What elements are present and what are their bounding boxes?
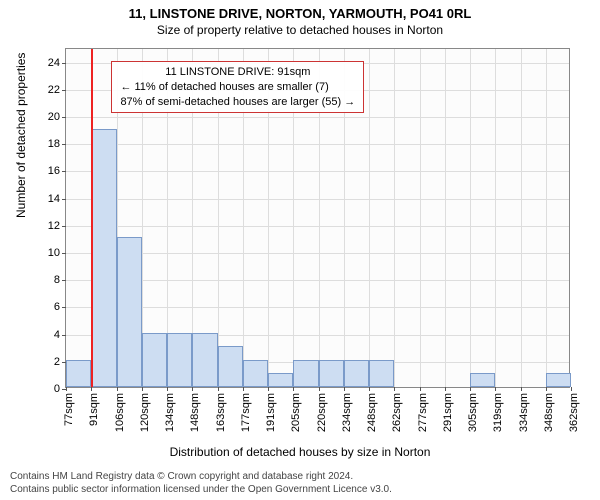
histogram-bar xyxy=(218,346,243,387)
gridline-v xyxy=(521,49,522,387)
xtick-label: 148sqm xyxy=(189,393,201,432)
xtick-label: 334sqm xyxy=(518,393,530,432)
xtick-label: 319sqm xyxy=(492,393,504,432)
histogram-bar xyxy=(167,333,192,387)
histogram-bar xyxy=(344,360,369,387)
xtick-mark xyxy=(319,387,320,391)
xtick-mark xyxy=(243,387,244,391)
xtick-label: 277sqm xyxy=(417,393,429,432)
xtick-label: 177sqm xyxy=(240,393,252,432)
xtick-label: 234sqm xyxy=(341,393,353,432)
gridline-v xyxy=(394,49,395,387)
gridline-v xyxy=(369,49,370,387)
histogram-bar xyxy=(66,360,91,387)
attribution-line1: Contains HM Land Registry data © Crown c… xyxy=(10,471,392,484)
xtick-label: 163sqm xyxy=(215,393,227,432)
xtick-mark xyxy=(293,387,294,391)
xtick-mark xyxy=(470,387,471,391)
xtick-mark xyxy=(420,387,421,391)
xtick-mark xyxy=(445,387,446,391)
ytick-label: 2 xyxy=(54,356,66,368)
ytick-label: 24 xyxy=(48,57,66,69)
ytick-label: 8 xyxy=(54,274,66,286)
title-main: 11, LINSTONE DRIVE, NORTON, YARMOUTH, PO… xyxy=(0,0,600,21)
xtick-label: 120sqm xyxy=(139,393,151,432)
xtick-mark xyxy=(521,387,522,391)
title-sub: Size of property relative to detached ho… xyxy=(0,21,600,41)
chart-container: 02468101214161820222477sqm91sqm106sqm120… xyxy=(65,48,570,388)
xtick-label: 205sqm xyxy=(290,393,302,432)
info-box-line3: 87% of semi-detached houses are larger (… xyxy=(120,95,355,110)
xtick-mark xyxy=(91,387,92,391)
ytick-label: 18 xyxy=(48,138,66,150)
xtick-label: 106sqm xyxy=(114,393,126,432)
histogram-bar xyxy=(192,333,217,387)
y-axis-label: Number of detached properties xyxy=(14,53,28,218)
gridline-v xyxy=(546,49,547,387)
xtick-label: 134sqm xyxy=(164,393,176,432)
xtick-label: 262sqm xyxy=(391,393,403,432)
histogram-bar xyxy=(91,129,116,387)
info-box: 11 LINSTONE DRIVE: 91sqm← 11% of detache… xyxy=(111,61,364,114)
histogram-bar xyxy=(293,360,318,387)
xtick-mark xyxy=(571,387,572,391)
histogram-bar xyxy=(319,360,344,387)
ytick-label: 22 xyxy=(48,84,66,96)
xtick-mark xyxy=(369,387,370,391)
xtick-label: 305sqm xyxy=(467,393,479,432)
xtick-label: 220sqm xyxy=(316,393,328,432)
ytick-label: 6 xyxy=(54,301,66,313)
ytick-label: 10 xyxy=(48,247,66,259)
histogram-bar xyxy=(243,360,268,387)
xtick-label: 91sqm xyxy=(88,393,100,426)
xtick-label: 77sqm xyxy=(63,393,75,426)
xtick-mark xyxy=(344,387,345,391)
xtick-mark xyxy=(268,387,269,391)
xtick-mark xyxy=(117,387,118,391)
histogram-bar xyxy=(117,237,142,387)
xtick-label: 362sqm xyxy=(568,393,580,432)
x-axis-label: Distribution of detached houses by size … xyxy=(0,445,600,459)
ytick-label: 4 xyxy=(54,329,66,341)
ytick-label: 16 xyxy=(48,165,66,177)
histogram-bar xyxy=(470,373,495,387)
histogram-bar xyxy=(268,373,293,387)
xtick-label: 248sqm xyxy=(366,393,378,432)
gridline-v xyxy=(470,49,471,387)
gridline-v xyxy=(445,49,446,387)
xtick-label: 348sqm xyxy=(543,393,555,432)
xtick-mark xyxy=(167,387,168,391)
ytick-label: 12 xyxy=(48,220,66,232)
attribution: Contains HM Land Registry data © Crown c… xyxy=(10,471,392,496)
xtick-label: 191sqm xyxy=(265,393,277,432)
xtick-mark xyxy=(546,387,547,391)
gridline-v xyxy=(420,49,421,387)
info-box-line2: ← 11% of detached houses are smaller (7) xyxy=(120,80,355,95)
histogram-bar xyxy=(546,373,571,387)
xtick-mark xyxy=(192,387,193,391)
plot-area: 02468101214161820222477sqm91sqm106sqm120… xyxy=(65,48,570,388)
property-marker-line xyxy=(91,49,93,387)
ytick-label: 14 xyxy=(48,193,66,205)
xtick-mark xyxy=(495,387,496,391)
xtick-mark xyxy=(142,387,143,391)
info-box-line1: 11 LINSTONE DRIVE: 91sqm xyxy=(120,65,355,80)
xtick-mark xyxy=(66,387,67,391)
xtick-mark xyxy=(394,387,395,391)
histogram-bar xyxy=(142,333,167,387)
xtick-mark xyxy=(218,387,219,391)
attribution-line2: Contains public sector information licen… xyxy=(10,484,392,497)
gridline-v xyxy=(495,49,496,387)
histogram-bar xyxy=(369,360,394,387)
xtick-label: 291sqm xyxy=(442,393,454,432)
ytick-label: 20 xyxy=(48,111,66,123)
